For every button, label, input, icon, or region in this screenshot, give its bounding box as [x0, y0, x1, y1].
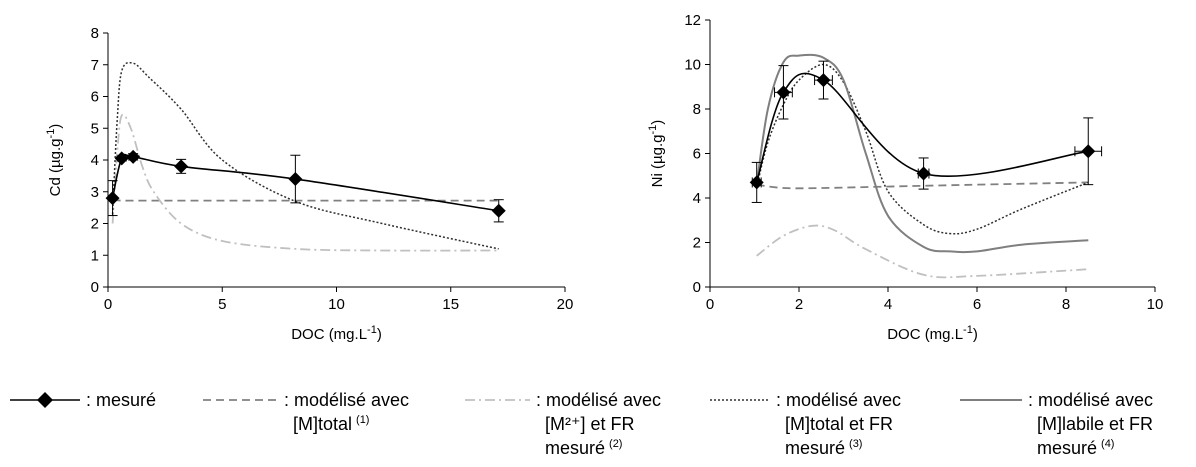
data-point-mesure [174, 159, 189, 174]
y-tick-label: 12 [684, 12, 701, 29]
legend-footnote: (3) [849, 438, 862, 450]
y-tick-label: 6 [693, 146, 701, 163]
y-tick-label: 4 [693, 190, 701, 207]
legend-label-model1: [M]total (1) [293, 414, 369, 434]
legend: : mesuré : modélisé avec [M]total (1) : modé… [10, 390, 1153, 458]
series-line-model2 [111, 113, 499, 252]
legend-label-model4: : modélisé avec [1028, 390, 1153, 410]
series-line-model1 [112, 198, 499, 202]
legend-label-model1: : modélisé avec [284, 390, 409, 410]
data-point-mesure [491, 203, 506, 218]
y-tick-label: 0 [91, 279, 99, 296]
x-tick-label: 6 [973, 296, 981, 313]
data-point-mesure [105, 191, 120, 206]
legend-label-model2: : modélisé avec [536, 390, 661, 410]
x-tick-label: 2 [795, 296, 803, 313]
data-point-mesure [114, 151, 129, 166]
series-line-model1 [756, 181, 1089, 190]
y-tick-label: 0 [693, 279, 701, 296]
x-tick-label: 0 [706, 296, 714, 313]
chart-ni: 0 2 4 6 8 10 12 0 2 4 6 8 10 DOC (mg.L-1) Ni (µg.g-1) [647, 12, 1163, 343]
y-tick-label: 6 [91, 89, 99, 106]
legend-footnote: (4) [1101, 438, 1114, 450]
x-axis-label: DOC (mg.L-1) [887, 324, 978, 343]
series-line-model4 [755, 53, 1089, 254]
y-tick-label: 3 [91, 184, 99, 201]
y-tick-label: 5 [91, 120, 99, 137]
legend-label-model2: [M²⁺] et FR [545, 414, 635, 434]
x-tick-label: 5 [218, 296, 226, 313]
legend-footnote: (2) [609, 438, 622, 450]
data-point-mesure [1081, 144, 1096, 159]
x-tick-label: 0 [104, 296, 112, 313]
x-tick-label: 4 [884, 296, 892, 313]
legend-footnote: (1) [356, 414, 369, 426]
chart-cd: 0 1 2 3 4 5 6 7 8 0 5 10 15 20 DOC (mg.L-1) Cd (µg.g-1) [45, 25, 573, 343]
legend-label-mesure: : mesuré [86, 390, 156, 410]
y-tick-label: 7 [91, 57, 99, 74]
data-point-mesure [916, 166, 931, 181]
legend-label-model3: mesuré (3) [785, 438, 862, 458]
series-line-mesure [755, 72, 1089, 183]
x-axis-label: DOC (mg.L-1) [291, 324, 382, 343]
data-point-mesure [126, 149, 141, 164]
x-tick-label: 20 [557, 296, 574, 313]
x-tick-label: 10 [1147, 296, 1164, 313]
series-line-model3 [755, 63, 1089, 235]
series-line-model2 [756, 224, 1089, 279]
series-line-model3 [111, 61, 499, 250]
y-tick-label: 8 [91, 25, 99, 42]
y-tick-label: 2 [91, 216, 99, 233]
y-axis-label: Ni (µg.g-1) [647, 120, 666, 188]
data-point-mesure [776, 85, 791, 100]
x-tick-label: 10 [328, 296, 345, 313]
y-tick-label: 2 [693, 235, 701, 252]
y-tick-label: 1 [91, 247, 99, 264]
data-point-mesure [288, 172, 303, 187]
legend-label-model4: mesuré (4) [1037, 438, 1114, 458]
legend-label-model4: [M]labile et FR [1037, 414, 1153, 434]
legend-label-model2: mesuré (2) [545, 438, 622, 458]
legend-label-model3: [M]total et FR [785, 414, 893, 434]
x-tick-label: 8 [1062, 296, 1070, 313]
data-point-mesure [749, 175, 764, 190]
y-tick-label: 10 [684, 57, 701, 74]
series-line-mesure [111, 153, 499, 212]
y-tick-label: 4 [91, 152, 99, 169]
legend-label-model3: : modélisé avec [776, 390, 901, 410]
data-point-mesure [816, 73, 831, 88]
x-tick-label: 15 [442, 296, 459, 313]
legend-marker-mesure [37, 392, 53, 408]
y-tick-label: 8 [693, 101, 701, 118]
y-axis-label: Cd (µg.g-1) [45, 124, 64, 197]
